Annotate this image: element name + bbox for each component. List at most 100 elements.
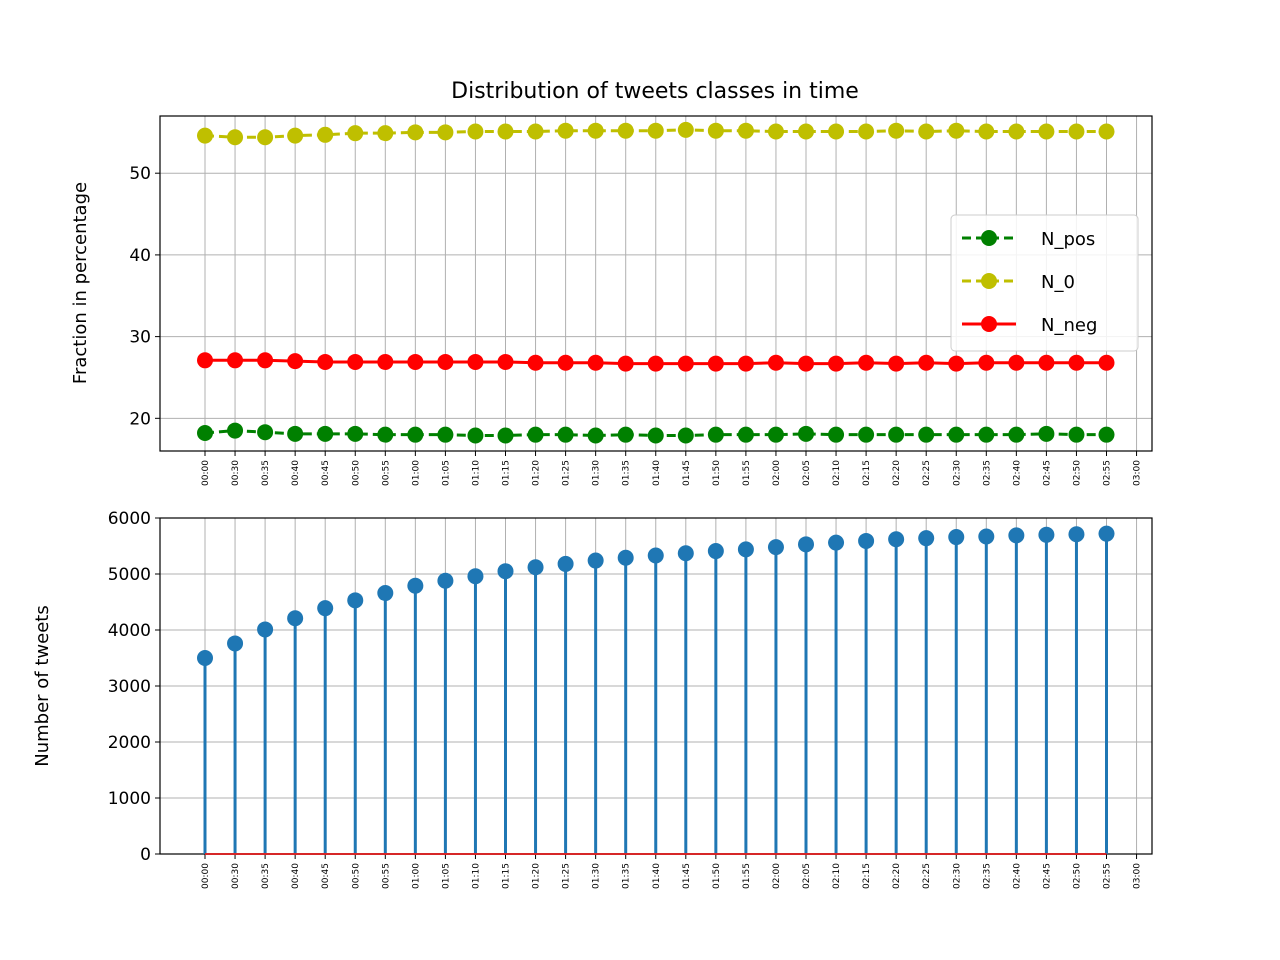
bottom-ylabel: Number of tweets — [32, 605, 53, 766]
stem-marker — [347, 592, 364, 609]
point-n-pos — [767, 426, 784, 443]
point-n-pos — [197, 425, 213, 442]
chart-title: Distribution of tweets classes in time — [451, 79, 859, 104]
top-xtick-label: 01:35 — [622, 460, 632, 486]
point-n-pos — [888, 426, 905, 443]
point-n-pos — [287, 425, 304, 442]
point-n-0 — [587, 122, 604, 139]
point-n-pos — [587, 427, 604, 444]
point-n-pos — [557, 426, 574, 443]
top-xtick-label: 01:05 — [441, 460, 451, 486]
top-panel: 20 30 40 50 00:00 00:30 00:35 00:40 00:45 00:50 00… — [129, 115, 1153, 486]
bottom-xtick-label: 02:35 — [982, 863, 992, 889]
point-n-neg — [1008, 354, 1025, 371]
top-xtick-label: 01:15 — [502, 460, 512, 486]
bottom-xtick-label: 01:00 — [411, 863, 421, 889]
point-n-neg — [227, 352, 244, 369]
stem-marker — [737, 541, 754, 558]
point-n-pos — [798, 425, 814, 442]
point-n-neg — [948, 355, 965, 372]
bottom-xtick-label: 02:45 — [1042, 863, 1052, 889]
point-n-neg — [858, 354, 875, 371]
point-n-neg — [1098, 354, 1115, 371]
point-n-neg — [617, 355, 634, 372]
bottom-ytick-label: 5000 — [108, 565, 151, 585]
point-n-neg — [467, 353, 484, 370]
point-n-pos — [1008, 426, 1025, 443]
point-n-0 — [557, 122, 574, 139]
legend-frame — [950, 214, 1139, 352]
top-xtick-label: 01:40 — [652, 460, 662, 486]
point-n-pos — [978, 426, 995, 443]
point-n-pos — [858, 426, 875, 443]
point-n-0 — [1068, 123, 1085, 140]
bottom-xtick-label: 02:05 — [802, 863, 812, 889]
bottom-xtick-label: 02:55 — [1103, 863, 1113, 889]
top-xtick-label: 02:30 — [952, 460, 962, 486]
point-n-0 — [347, 125, 364, 142]
bottom-ytick-label: 4000 — [108, 621, 151, 641]
bottom-ytick-label: 6000 — [108, 509, 151, 529]
stem-marker — [888, 531, 905, 548]
stem-marker — [948, 529, 965, 546]
point-n-0 — [407, 124, 424, 141]
top-xtick-label: 02:15 — [862, 460, 872, 486]
top-xtick-label: 00:35 — [261, 460, 271, 486]
bottom-xtick-label: 01:45 — [682, 863, 692, 889]
top-ytick-label: 20 — [129, 409, 151, 429]
top-xtick-label: 01:45 — [682, 460, 692, 486]
point-n-pos — [317, 425, 334, 442]
point-n-pos — [617, 426, 634, 443]
bottom-xtick-label: 00:30 — [231, 863, 241, 889]
stem-marker — [1068, 526, 1085, 543]
stem-marker — [677, 545, 694, 562]
bottom-xtick-label: 00:50 — [351, 863, 361, 889]
bottom-xtick-label: 01:15 — [502, 863, 512, 889]
top-xtick-label: 00:45 — [321, 460, 331, 486]
top-ytick-label: 30 — [129, 328, 151, 348]
top-xtick-label: 02:55 — [1103, 460, 1113, 486]
stem-marker — [497, 563, 514, 580]
top-xtick-label: 02:20 — [892, 460, 902, 486]
point-n-neg — [377, 353, 394, 370]
point-n-pos — [737, 426, 754, 443]
point-n-pos — [677, 427, 694, 444]
top-xtick-label: 01:30 — [592, 460, 602, 486]
stem-marker — [197, 650, 213, 666]
top-xtick-label: 00:50 — [351, 460, 361, 486]
top-xtick-label: 00:40 — [291, 460, 301, 486]
point-n-0 — [617, 122, 634, 139]
legend-marker-n-0 — [981, 273, 997, 289]
point-n-0 — [828, 123, 845, 140]
point-n-neg — [1068, 354, 1085, 371]
bottom-xtick-label: 02:50 — [1072, 863, 1082, 889]
point-n-0 — [227, 129, 244, 146]
point-n-0 — [737, 122, 754, 139]
point-n-neg — [978, 354, 995, 371]
top-xtick-label: 00:00 — [201, 460, 211, 486]
bottom-xtick-label: 02:40 — [1012, 863, 1022, 889]
stem-marker — [377, 585, 394, 602]
bottom-xtick-label: 01:30 — [592, 863, 602, 889]
legend: N_pos N_0 N_neg — [950, 214, 1139, 352]
point-n-neg — [347, 353, 364, 370]
stem-marker — [257, 621, 274, 638]
bottom-xtick-label: 01:25 — [562, 863, 572, 889]
top-ylabel: Fraction in percentage — [70, 182, 91, 384]
top-xtick-label: 01:50 — [712, 460, 722, 486]
bottom-xtick-label: 01:10 — [471, 863, 481, 889]
bottom-xtick-label: 01:20 — [532, 863, 542, 889]
point-n-pos — [497, 427, 514, 444]
point-n-neg — [918, 354, 935, 371]
bottom-xtick-label: 01:50 — [712, 863, 722, 889]
bottom-xtick-label: 01:55 — [742, 863, 752, 889]
top-xtick-label: 02:40 — [1012, 460, 1022, 486]
top-xtick-label: 01:10 — [471, 460, 481, 486]
bottom-xtick-label: 00:45 — [321, 863, 331, 889]
top-xtick-label: 01:55 — [742, 460, 752, 486]
bottom-ytick-label: 1000 — [108, 789, 151, 809]
stem-marker — [227, 635, 244, 652]
point-n-0 — [948, 122, 965, 139]
top-xtick-label: 03:00 — [1133, 460, 1143, 486]
